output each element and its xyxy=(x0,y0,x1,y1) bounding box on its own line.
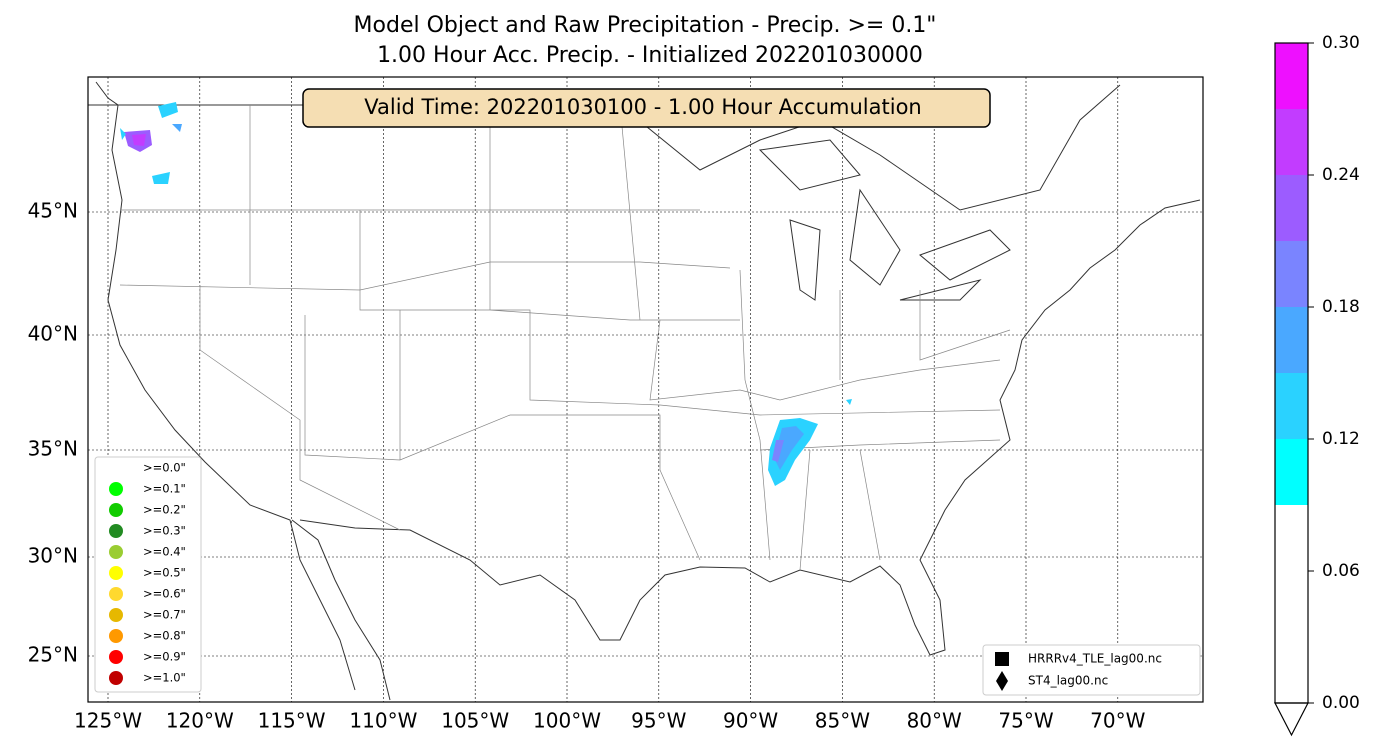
threshold-marker xyxy=(109,629,123,643)
lat-tick-label: 25°N xyxy=(28,643,78,667)
colorbar-band xyxy=(1275,43,1308,109)
colorbar-band xyxy=(1275,241,1308,307)
title-line-2: 1.00 Hour Acc. Precip. - Initialized 202… xyxy=(377,43,923,68)
threshold-label: >=1.0" xyxy=(143,671,186,685)
diamond-marker xyxy=(996,671,1008,691)
threshold-marker xyxy=(109,671,123,685)
file-label: ST4_lag00.nc xyxy=(1028,674,1108,688)
threshold-marker xyxy=(109,608,123,622)
map-frame xyxy=(87,76,1204,703)
colorbar-tick-label: 0.30 xyxy=(1322,33,1360,53)
colorbar-tick-label: 0.18 xyxy=(1322,297,1360,317)
colorbar-frame xyxy=(1274,42,1309,704)
threshold-label: >=0.2" xyxy=(143,503,186,517)
lon-tick-label: 75°W xyxy=(998,709,1053,733)
threshold-label: >=0.1" xyxy=(143,482,186,496)
threshold-marker xyxy=(109,566,123,580)
lat-tick-label: 35°N xyxy=(28,437,78,461)
threshold-label: >=0.7" xyxy=(143,608,186,622)
threshold-label: >=0.5" xyxy=(143,566,186,580)
lon-tick-label: 100°W xyxy=(533,709,601,733)
lon-tick-label: 90°W xyxy=(723,709,778,733)
file-legend-box xyxy=(982,644,1201,696)
threshold-marker xyxy=(109,545,123,559)
threshold-label: >=0.0" xyxy=(143,461,186,475)
threshold-marker xyxy=(109,482,123,496)
lon-tick-label: 80°W xyxy=(907,709,962,733)
lat-tick-label: 40°N xyxy=(28,322,78,346)
lon-tick-label: 85°W xyxy=(815,709,870,733)
coastline xyxy=(95,81,1201,701)
square-marker xyxy=(995,652,1009,666)
threshold-label: >=0.8" xyxy=(143,629,186,643)
threshold-label: >=0.6" xyxy=(143,587,186,601)
lon-tick-label: 105°W xyxy=(441,709,509,733)
colorbar-tick-label: 0.06 xyxy=(1322,561,1360,581)
lon-tick-label: 95°W xyxy=(631,709,686,733)
precip-southeast xyxy=(768,399,852,486)
colorbar-tick-label: 0.12 xyxy=(1322,429,1360,449)
threshold-marker xyxy=(109,650,123,664)
grid xyxy=(88,77,1203,702)
threshold-label: >=0.4" xyxy=(143,545,186,559)
map: Valid Time: 202201030100 - 1.00 Hour Acc… xyxy=(87,76,1204,703)
title-line-1: Model Object and Raw Precipitation - Pre… xyxy=(354,13,937,38)
colorbar-band xyxy=(1275,439,1308,505)
threshold-marker xyxy=(109,524,123,538)
colorbar-band xyxy=(1275,109,1308,175)
threshold-label: >=0.9" xyxy=(143,650,186,664)
precip-northwest xyxy=(120,102,182,184)
colorbar-tick-label: 0.24 xyxy=(1322,165,1360,185)
threshold-marker xyxy=(109,587,123,601)
colorbar-band xyxy=(1275,373,1308,439)
lat-tick-label: 30°N xyxy=(28,544,78,568)
lon-tick-label: 125°W xyxy=(74,709,142,733)
lon-tick-label: 70°W xyxy=(1090,709,1145,733)
colorbar-band xyxy=(1275,505,1308,703)
colorbar xyxy=(1274,42,1314,737)
lon-tick-label: 115°W xyxy=(258,709,326,733)
file-label: HRRRv4_TLE_lag00.nc xyxy=(1028,652,1162,666)
lon-tick-label: 110°W xyxy=(349,709,417,733)
colorbar-band xyxy=(1275,307,1308,373)
lat-tick-label: 45°N xyxy=(28,199,78,223)
colorbar-extend xyxy=(1274,702,1309,737)
map-background xyxy=(88,77,1203,702)
colorbar-band xyxy=(1275,175,1308,241)
threshold-marker xyxy=(109,461,123,475)
lon-tick-label: 120°W xyxy=(166,709,234,733)
threshold-label: >=0.3" xyxy=(143,524,186,538)
threshold-marker xyxy=(109,503,123,517)
colorbar-tick-label: 0.00 xyxy=(1322,693,1360,713)
valid-time-box xyxy=(302,88,991,128)
state-lines xyxy=(119,104,1011,571)
valid-time: Valid Time: 202201030100 - 1.00 Hour Acc… xyxy=(364,95,921,119)
